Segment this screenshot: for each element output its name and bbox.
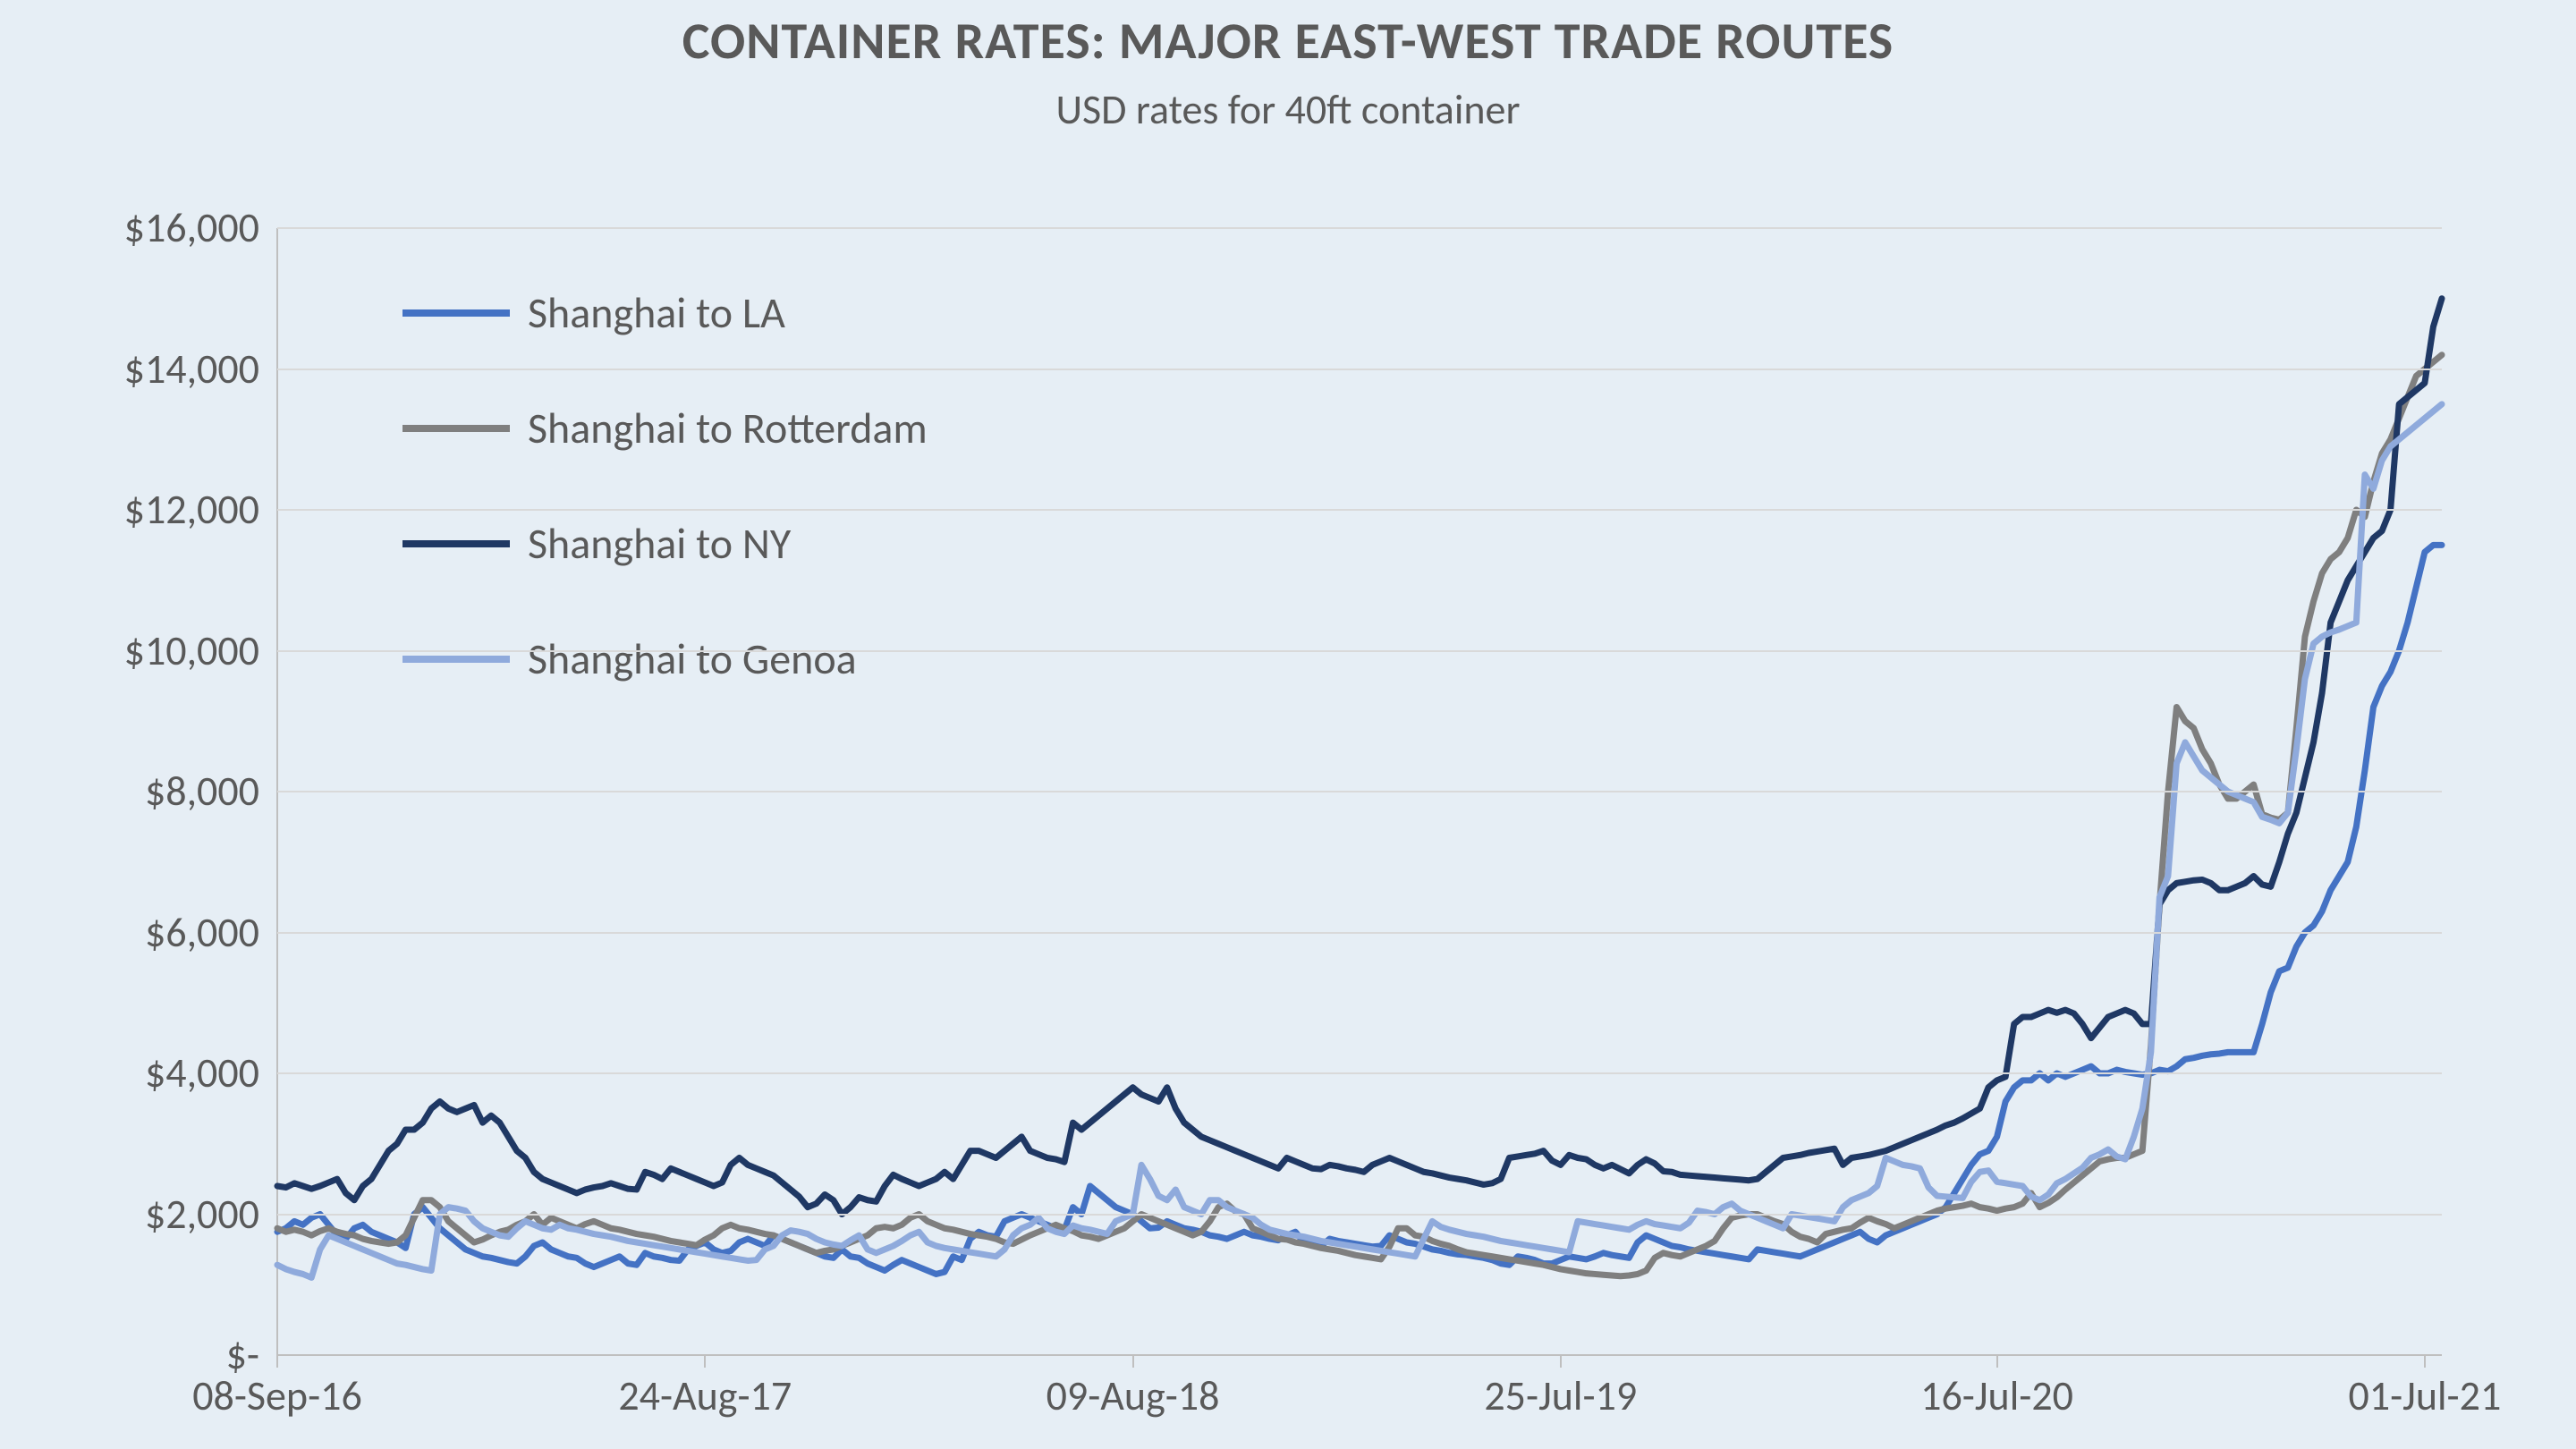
y-tick-label: $8,000 <box>145 767 259 817</box>
y-tick-label: $16,000 <box>124 203 259 253</box>
legend-swatch <box>402 309 510 317</box>
plot-area: Shanghai to LA Shanghai to Rotterdam Shang… <box>277 228 2442 1355</box>
legend: Shanghai to LA Shanghai to Rotterdam Shang… <box>402 286 928 748</box>
legend-swatch <box>402 425 510 432</box>
x-tick-mark <box>704 1355 706 1368</box>
y-tick-label: $4,000 <box>145 1048 259 1098</box>
gridline <box>277 1214 2442 1216</box>
legend-item: Shanghai to Genoa <box>402 632 928 685</box>
y-tick-label: $2,000 <box>145 1190 259 1240</box>
y-tick-label: $14,000 <box>124 344 259 394</box>
x-tick-mark <box>1996 1355 1998 1368</box>
chart-container: CONTAINER RATES: MAJOR EAST-WEST TRADE R… <box>0 0 2576 1449</box>
x-tick-label: 08-Sep-16 <box>192 1371 362 1421</box>
gridline <box>277 227 2442 229</box>
gridline <box>277 509 2442 511</box>
gridline <box>277 650 2442 652</box>
legend-label: Shanghai to NY <box>528 517 791 570</box>
legend-item: Shanghai to NY <box>402 517 928 570</box>
legend-item: Shanghai to LA <box>402 286 928 339</box>
legend-label: Shanghai to Genoa <box>528 632 857 685</box>
legend-item: Shanghai to Rotterdam <box>402 402 928 454</box>
x-tick-mark <box>2424 1355 2426 1368</box>
x-tick-mark <box>276 1355 278 1368</box>
x-tick-label: 24-Aug-17 <box>618 1371 792 1421</box>
y-tick-label: $12,000 <box>124 485 259 535</box>
gridline <box>277 1072 2442 1074</box>
legend-label: Shanghai to Rotterdam <box>528 402 928 454</box>
x-tick-label: 25-Jul-19 <box>1484 1371 1637 1421</box>
legend-swatch <box>402 656 510 663</box>
x-tick-label: 16-Jul-20 <box>1920 1371 2073 1421</box>
y-tick-label: $6,000 <box>145 908 259 958</box>
legend-swatch <box>402 540 510 547</box>
gridline <box>277 369 2442 370</box>
chart-subtitle: USD rates for 40ft container <box>0 85 2576 135</box>
x-tick-mark <box>1560 1355 1562 1368</box>
x-tick-label: 01-Jul-21 <box>2348 1371 2501 1421</box>
gridline <box>277 791 2442 792</box>
chart-title: CONTAINER RATES: MAJOR EAST-WEST TRADE R… <box>0 9 2576 72</box>
x-tick-mark <box>1132 1355 1134 1368</box>
x-tick-label: 09-Aug-18 <box>1046 1371 1220 1421</box>
legend-label: Shanghai to LA <box>528 286 785 339</box>
y-tick-label: $10,000 <box>124 626 259 676</box>
gridline <box>277 932 2442 934</box>
